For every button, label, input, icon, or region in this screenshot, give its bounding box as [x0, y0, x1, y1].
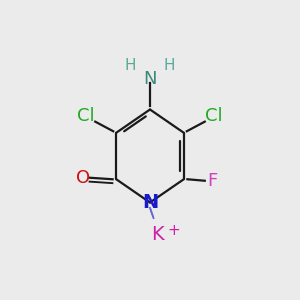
- Text: N: N: [143, 70, 157, 88]
- Text: K: K: [151, 224, 164, 244]
- Text: +: +: [168, 223, 180, 238]
- Text: H: H: [125, 58, 136, 74]
- Text: O: O: [76, 169, 90, 187]
- Text: Cl: Cl: [205, 107, 223, 125]
- Text: Cl: Cl: [77, 107, 95, 125]
- Text: N: N: [142, 193, 158, 212]
- Text: H: H: [164, 58, 175, 74]
- Text: F: F: [207, 172, 217, 190]
